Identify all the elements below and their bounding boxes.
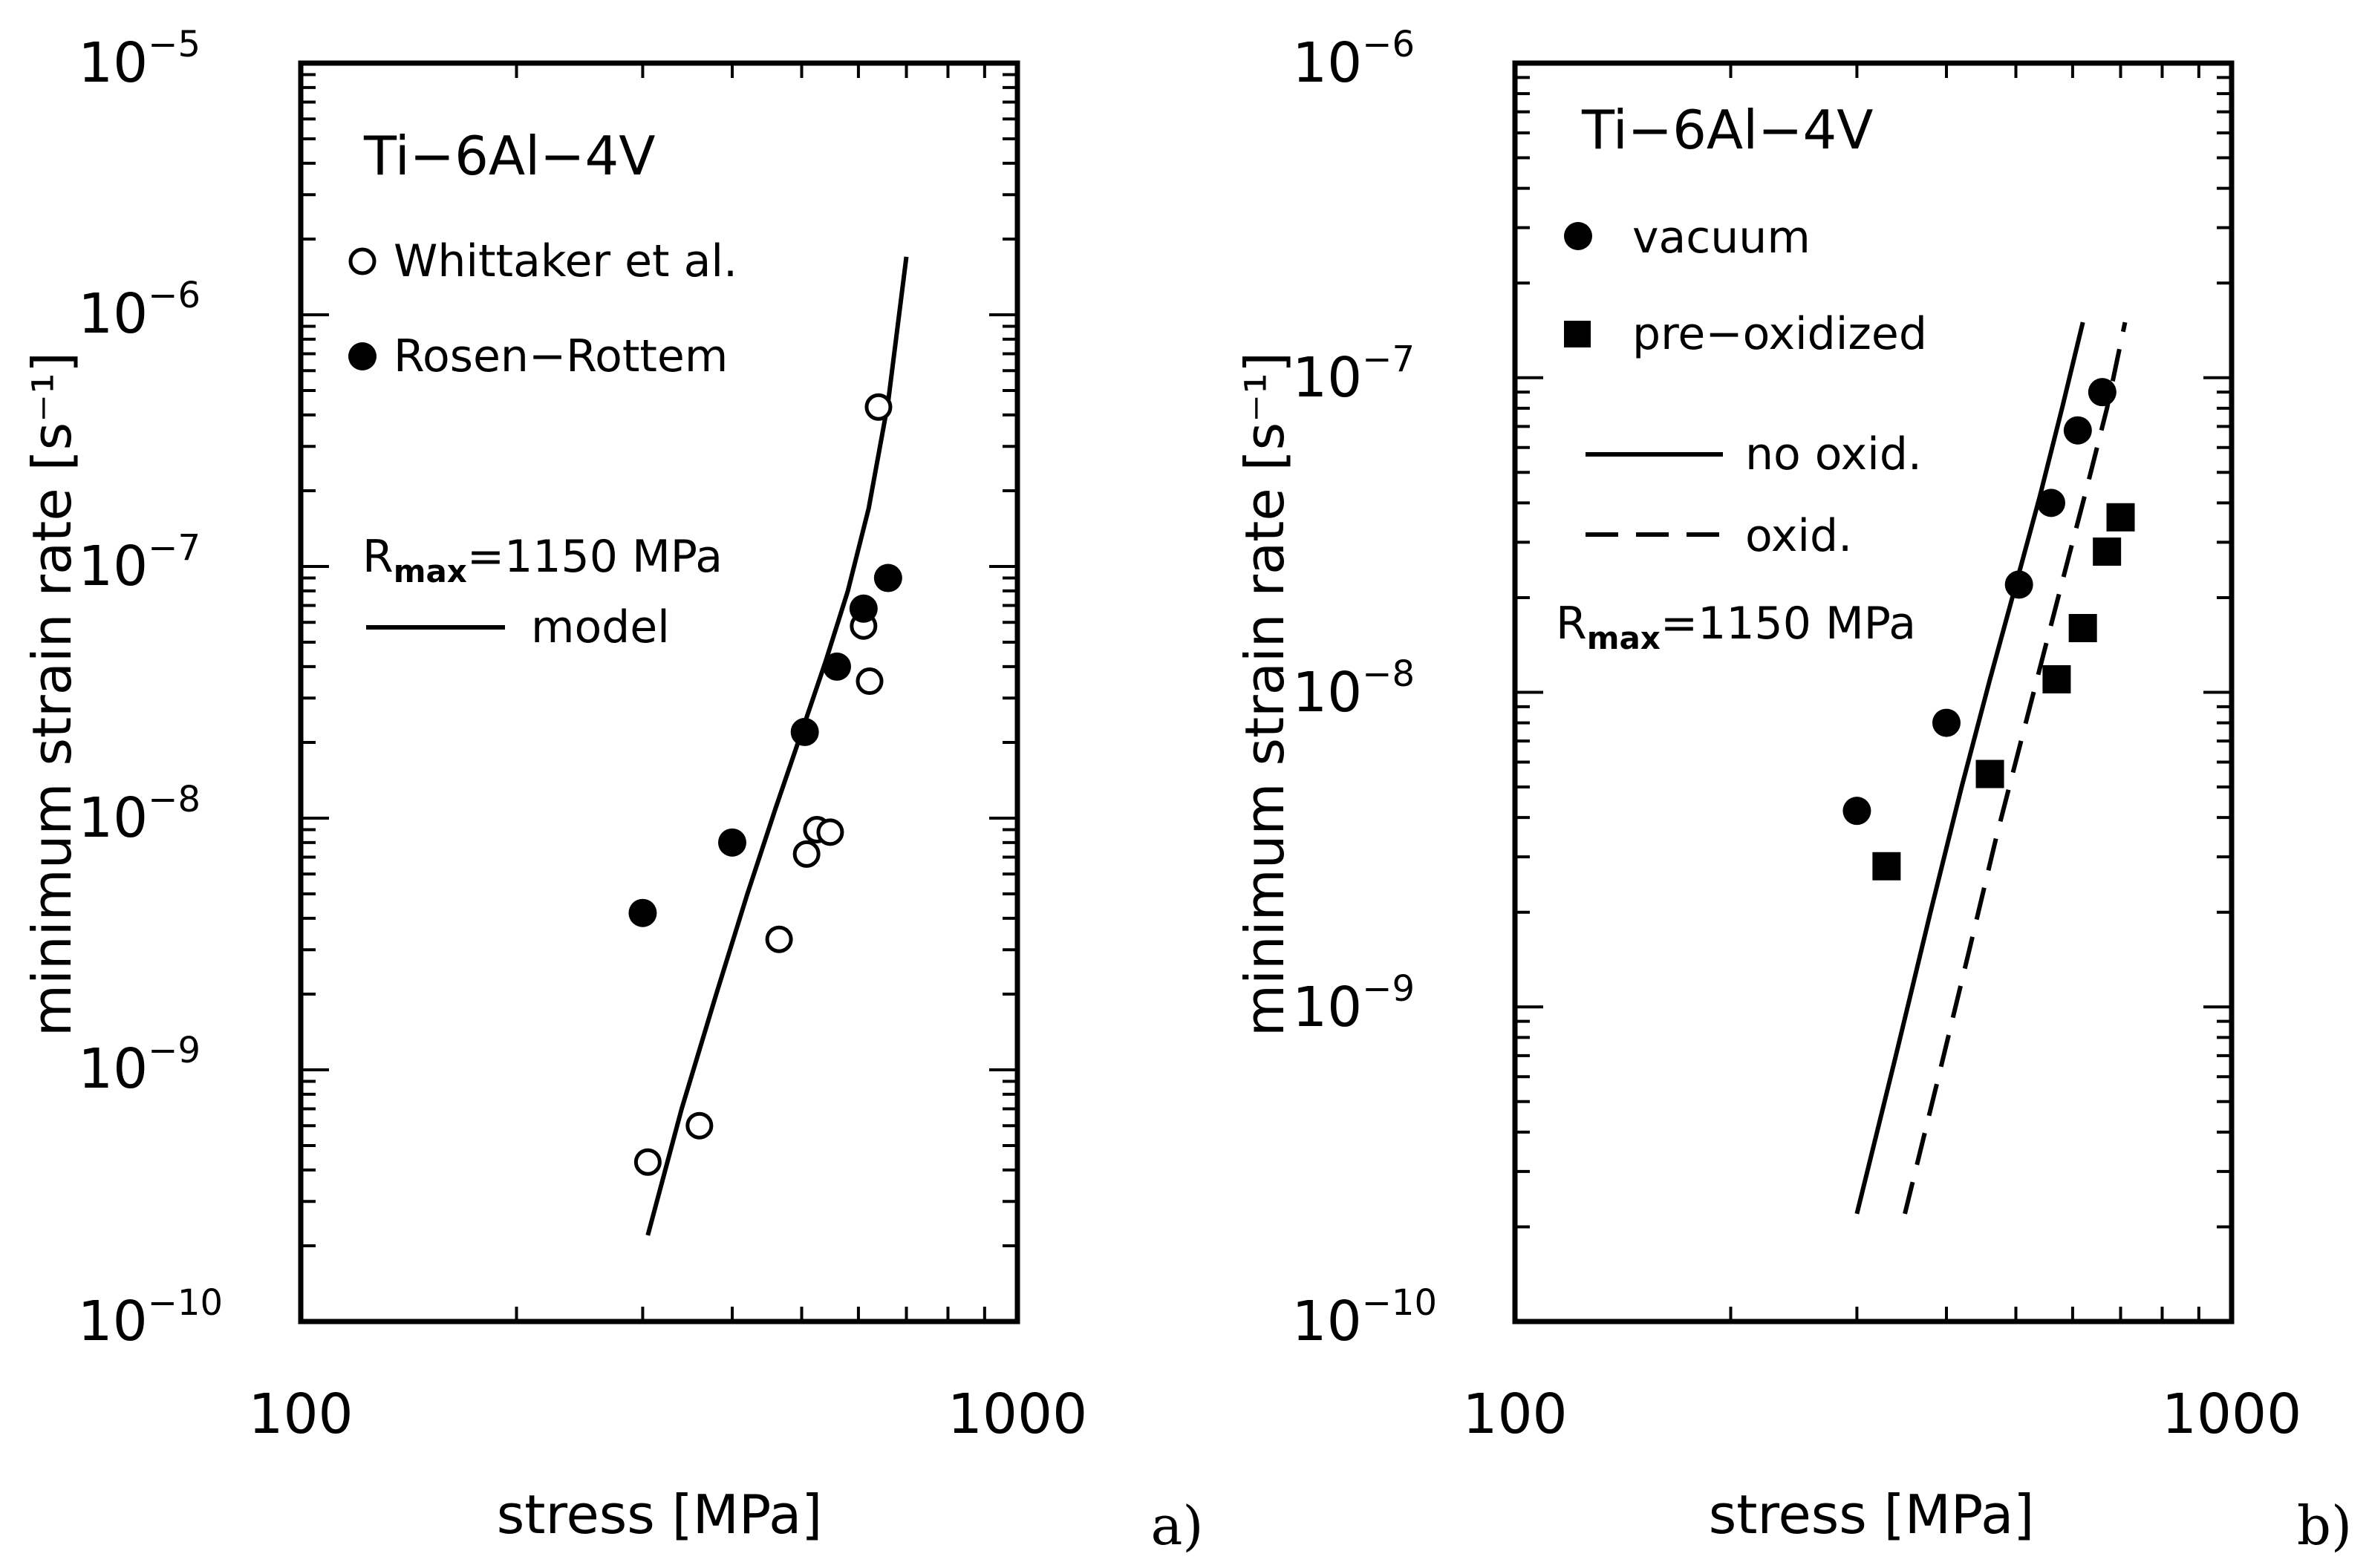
panel-a-point-rosen-rottem <box>823 652 852 681</box>
panel-b-legend-label-preoxidized: pre−oxidized <box>1632 308 1927 360</box>
panel-b-point-pre-oxidized <box>1872 852 1901 881</box>
panel-b-point-pre-oxidized <box>1975 760 2004 788</box>
panel-a-ytick-4: 10−8 <box>78 779 201 850</box>
panel-b-plot-frame <box>1512 60 2235 1324</box>
panel-a-ytick-6: 10−10 <box>78 1282 223 1353</box>
panel-b-legend-label-nooxid: no oxid. <box>1745 428 1922 480</box>
panel-b-point-vacuum <box>2004 570 2033 599</box>
panel-b-point-vacuum <box>1842 797 1871 826</box>
panel-b-rmax-label: Rmax=1150 MPa <box>1556 598 1916 656</box>
panel-a-xtick-1000: 1000 <box>948 1382 1087 1446</box>
panel-b-ytick-2: 10−7 <box>1292 339 1415 410</box>
panel-b-curve-no-oxid <box>1854 321 2085 1215</box>
panel-b-minor-ticks <box>1513 63 2233 1323</box>
panel-b-point-vacuum <box>2063 416 2092 445</box>
panel-a-ytick-5: 10−9 <box>78 1030 201 1101</box>
panel-a-legend-label-whittaker: Whittaker et al. <box>394 235 737 287</box>
panel-b-y-axis-label: minimum strain rate [s⁻¹] <box>1234 352 1296 1036</box>
panel-b-legend-label-oxid: oxid. <box>1745 510 1852 562</box>
panel-a-point-rosen-rottem <box>717 828 746 857</box>
panel-a-point-rosen-rottem <box>790 717 819 746</box>
panel-a-ytick-3: 10−7 <box>78 527 201 598</box>
panel-a-legend-label-rosen: Rosen−Rottem <box>394 330 728 382</box>
panel-b-curve-oxid <box>1903 321 2128 1215</box>
panel-a-data-layer <box>628 256 909 1236</box>
panel-a-point-whittaker-et-al <box>765 925 793 953</box>
panel-a-xtick-100: 100 <box>248 1382 353 1446</box>
panel-b-xtick-100: 100 <box>1462 1382 1567 1446</box>
panel-b-point-pre-oxidized <box>2093 538 2122 566</box>
panel-a-ytick-1: 10−5 <box>78 24 201 95</box>
panel-a-point-whittaker-et-al <box>685 1111 714 1140</box>
panel-b-ytick-3: 10−8 <box>1292 653 1415 725</box>
panel-b-alloy-label: Ti−6Al−4V <box>1581 99 1874 161</box>
panel-b-legend-marker-preoxidized <box>1564 321 1591 347</box>
panel-b: 10−6 10−7 10−8 10−9 10−10 100 1000 stres… <box>1234 24 2352 1557</box>
panel-a-minor-ticks <box>299 63 1019 1323</box>
panel-b-point-vacuum <box>2088 378 2117 407</box>
panel-a-x-axis-label: stress [MPa] <box>497 1483 823 1546</box>
panel-b-point-pre-oxidized <box>2106 503 2135 532</box>
panel-b-point-pre-oxidized <box>2068 614 2097 643</box>
panel-a-rmax-label: Rmax=1150 MPa <box>362 531 723 589</box>
panel-a-legend-label-model: model <box>531 601 670 653</box>
panel-a-y-axis-label: minimum strain rate [s⁻¹] <box>21 352 83 1036</box>
panel-a-plot-frame <box>298 60 1020 1324</box>
panel-a-letter: a) <box>1150 1494 1203 1557</box>
panel-b-xtick-1000: 1000 <box>2162 1382 2301 1446</box>
panel-a-alloy-label: Ti−6Al−4V <box>363 125 656 187</box>
panel-b-ytick-5: 10−10 <box>1292 1282 1437 1353</box>
panel-b-x-axis-label: stress [MPa] <box>1709 1483 2035 1546</box>
panel-b-ytick-4: 10−9 <box>1292 968 1415 1039</box>
panel-a-point-rosen-rottem <box>628 898 657 927</box>
panel-a-legend-marker-rosen <box>348 342 377 370</box>
panel-a-point-whittaker-et-al <box>864 393 893 421</box>
panel-b-ytick-1: 10−6 <box>1292 24 1415 95</box>
panel-a-point-whittaker-et-al <box>856 667 884 696</box>
panel-a: 10−5 10−6 10−7 10−8 10−9 10−10 100 1000 … <box>21 24 1204 1557</box>
panel-a-point-rosen-rottem <box>873 564 902 592</box>
panel-b-letter: b) <box>2297 1494 2352 1557</box>
panel-b-point-pre-oxidized <box>2042 664 2071 693</box>
panel-b-point-vacuum <box>2037 489 2066 517</box>
panel-b-data-layer <box>1842 321 2135 1215</box>
panel-a-point-rosen-rottem <box>849 594 878 623</box>
panel-a-point-whittaker-et-al <box>633 1148 662 1176</box>
panel-b-legend-marker-vacuum <box>1564 222 1592 250</box>
panel-a-ytick-2: 10−6 <box>78 275 201 346</box>
panel-b-point-vacuum <box>1932 708 1961 737</box>
panel-b-legend-label-vacuum: vacuum <box>1632 212 1811 264</box>
panel-a-point-whittaker-et-al <box>816 818 844 846</box>
panel-a-legend-marker-whittaker <box>348 247 377 275</box>
panel-a-point-whittaker-et-al <box>792 840 821 868</box>
